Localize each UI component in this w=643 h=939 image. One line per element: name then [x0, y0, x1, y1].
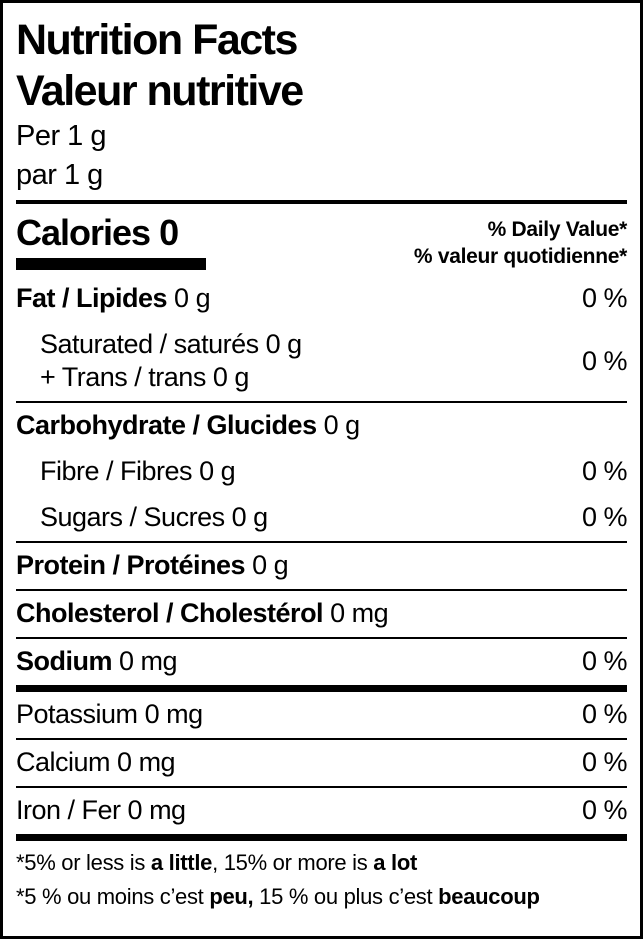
nutrient-label: Cholesterol / Cholestérol — [16, 598, 324, 628]
nutrient-name: Saturated / saturés 0 g + Trans / trans … — [16, 328, 302, 394]
nutrient-row-fat: Fat / Lipides 0 g 0 % — [16, 276, 628, 322]
nutrient-amount: 0 g — [174, 283, 211, 313]
nutrient-line-saturated: Saturated / saturés 0 g — [40, 328, 302, 361]
nutrient-percent: 0 % — [581, 283, 628, 313]
nutrient-row-saturated-trans: Saturated / saturés 0 g + Trans / trans … — [16, 322, 628, 401]
calories-underline-bar — [16, 258, 206, 270]
nutrient-amount: 0 g — [199, 456, 236, 486]
nutrient-row-calcium: Calcium 0 mg 0 % — [16, 740, 628, 786]
divider — [16, 738, 627, 740]
nutrient-amount: 0 g — [252, 550, 289, 580]
nutrient-percent: 0 % — [581, 747, 628, 777]
nutrient-label: Sugars / Sucres — [40, 502, 225, 532]
nutrient-label: Saturated / saturés — [40, 329, 259, 359]
footnotes: *5% or less is a little, 15% or more is … — [16, 846, 627, 914]
footnote-text: *5% or less is — [16, 850, 151, 875]
nutrient-percent: 0 % — [581, 456, 628, 486]
nutrient-row-carbohydrate: Carbohydrate / Glucides 0 g — [16, 403, 627, 449]
nutrient-percent: 0 % — [581, 345, 628, 376]
nutrient-name: Cholesterol / Cholestérol 0 mg — [16, 597, 389, 630]
nutrient-row-potassium: Potassium 0 mg 0 % — [16, 692, 628, 738]
footnote-text: *5 % ou moins c’est — [16, 884, 210, 909]
nutrient-percent: 0 % — [581, 646, 628, 676]
nutrient-name: Potassium 0 mg — [16, 698, 203, 731]
divider-header — [16, 200, 627, 204]
nutrient-amount: 0 g — [265, 329, 303, 359]
nutrient-name: Iron / Fer 0 mg — [16, 794, 186, 827]
calories-block: Calories 0 — [16, 213, 206, 270]
nutrient-amount: 0 g — [212, 362, 250, 392]
serving-size-fr: par 1 g — [16, 159, 103, 191]
serving-size-en: Per 1 g — [16, 120, 107, 152]
nutrient-amount: 0 g — [323, 410, 361, 440]
nutrient-label: Protein / Protéines — [16, 550, 246, 580]
nutrient-name: Protein / Protéines 0 g — [16, 549, 289, 582]
daily-value-header-en: % Daily Value* — [487, 218, 628, 241]
daily-value-header-fr: % valeur quotidienne* — [413, 245, 627, 268]
divider — [16, 589, 627, 591]
nutrient-label: Potassium — [16, 699, 138, 729]
footnote-text: 15 % ou plus c’est — [253, 884, 439, 909]
nutrient-row-protein: Protein / Protéines 0 g — [16, 543, 627, 589]
calories-text: Calories 0 — [16, 213, 206, 253]
divider — [16, 786, 627, 788]
nutrient-line-trans: + Trans / trans 0 g — [40, 361, 302, 394]
nutrient-row-sodium: Sodium 0 mg 0 % — [16, 639, 628, 685]
footnote-emphasis: peu, — [209, 884, 254, 909]
nutrient-label: Fat / Lipides — [16, 283, 168, 313]
title-en: Nutrition Facts — [16, 16, 298, 64]
nutrient-amount: 0 mg — [144, 699, 204, 729]
label-header: Nutrition Facts Valeur nutritive Per 1 g… — [16, 15, 627, 195]
footnote-emphasis: beaucoup — [438, 884, 540, 909]
nutrient-row-fibre: Fibre / Fibres 0 g 0 % — [16, 449, 628, 495]
nutrient-amount: 0 mg — [117, 747, 176, 777]
footnote-emphasis: a little — [150, 850, 213, 875]
nutrient-percent: 0 % — [581, 795, 628, 825]
nutrient-percent: 0 % — [581, 502, 628, 532]
calories-value: 0 — [159, 212, 179, 253]
divider-thick — [16, 685, 627, 692]
nutrient-label: Fibre / Fibres — [40, 456, 193, 486]
nutrient-label: Calcium — [16, 747, 111, 777]
footnote-en: *5% or less is a little, 15% or more is … — [16, 846, 627, 880]
nutrient-row-cholesterol: Cholesterol / Cholestérol 0 mg — [16, 591, 627, 637]
nutrient-label: Carbohydrate / Glucides — [16, 410, 317, 440]
nutrient-name: Fibre / Fibres 0 g — [16, 455, 236, 488]
nutrient-name: Calcium 0 mg — [16, 746, 176, 779]
nutrient-amount: 0 mg — [119, 646, 178, 676]
nutrient-name: Sodium 0 mg — [16, 645, 178, 678]
calories-label: Calories — [16, 212, 151, 253]
nutrient-name: Carbohydrate / Glucides 0 g — [16, 409, 360, 442]
divider — [16, 541, 627, 543]
nutrient-label: + Trans / trans — [40, 362, 206, 392]
nutrient-name: Fat / Lipides 0 g — [16, 282, 211, 315]
footnote-fr: *5 % ou moins c’est peu, 15 % ou plus c’… — [16, 880, 627, 914]
divider — [16, 401, 627, 403]
nutrient-label: Sodium — [16, 646, 113, 676]
footnote-emphasis: a lot — [373, 850, 417, 875]
footnote-text: , 15% or more is — [212, 850, 374, 875]
nutrient-amount: 0 mg — [330, 598, 389, 628]
title-fr: Valeur nutritive — [16, 67, 304, 115]
calories-section: Calories 0 % Daily Value* % valeur quoti… — [16, 204, 627, 276]
divider-thick — [16, 834, 627, 841]
nutrient-amount: 0 g — [231, 502, 269, 532]
nutrient-row-iron: Iron / Fer 0 mg 0 % — [16, 788, 628, 834]
nutrient-name: Sugars / Sucres 0 g — [16, 501, 268, 534]
divider — [16, 637, 627, 639]
nutrient-label: Iron / Fer — [16, 795, 121, 825]
nutrient-percent: 0 % — [581, 699, 628, 729]
daily-value-header: % Daily Value* % valeur quotidienne* — [414, 213, 627, 270]
nutrient-amount: 0 mg — [127, 795, 187, 825]
nutrient-row-sugars: Sugars / Sucres 0 g 0 % — [16, 495, 628, 541]
